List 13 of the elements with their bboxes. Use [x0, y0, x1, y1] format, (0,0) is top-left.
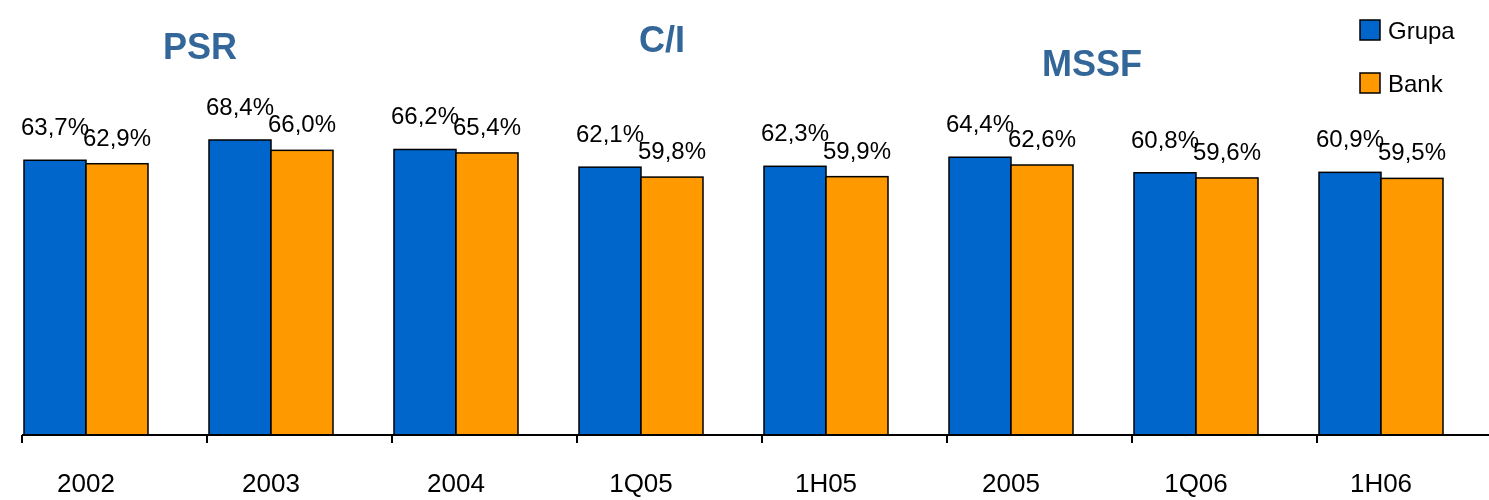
x-tick-label: 1Q05: [609, 468, 673, 498]
x-tick-label: 2003: [242, 468, 300, 498]
x-tick-label: 2002: [57, 468, 115, 498]
x-tick-label: 1H06: [1349, 468, 1413, 498]
x-tick-label: 1H05: [794, 468, 858, 498]
text: C/I: [638, 19, 686, 60]
text: MSSF: [1041, 43, 1143, 84]
text: PSR: [162, 26, 238, 67]
legend-label: Bank: [1388, 70, 1444, 97]
x-tick-label: 2004: [427, 468, 485, 498]
legend-label: Grupa: [1388, 17, 1456, 44]
x-tick-label: 1Q06: [1164, 468, 1228, 498]
x-tick-label: 2005: [982, 468, 1040, 498]
